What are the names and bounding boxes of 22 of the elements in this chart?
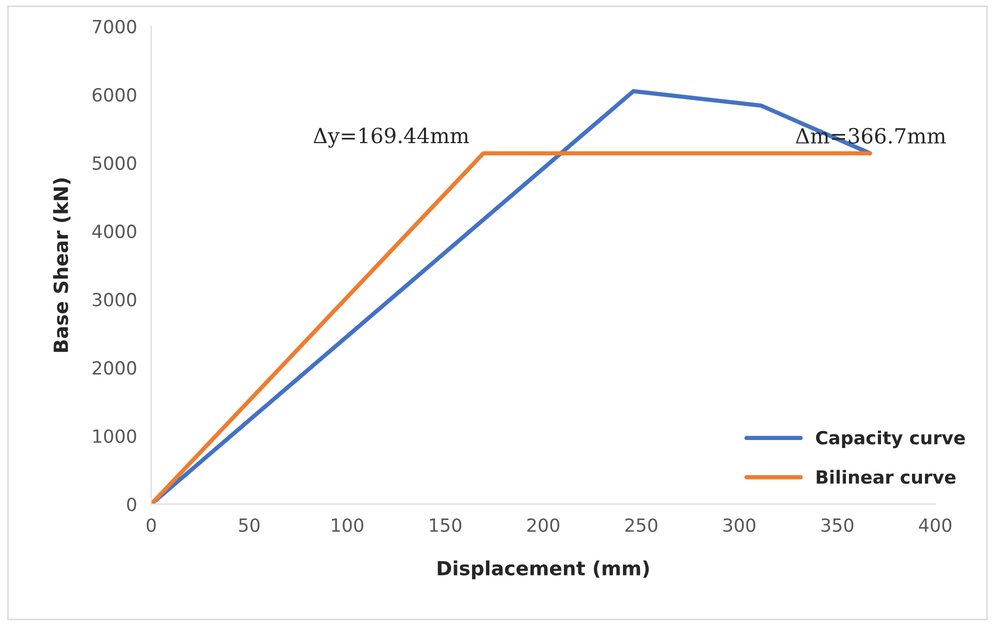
y-tick-label: 6000 bbox=[92, 88, 136, 102]
y-tick-label: 0 bbox=[127, 498, 136, 512]
y-tick-label: 7000 bbox=[92, 20, 136, 34]
legend-label: Capacity curve bbox=[816, 430, 965, 448]
x-tick-label: 50 bbox=[239, 518, 260, 532]
x-tick-label: 200 bbox=[527, 518, 560, 532]
x-tick-label: 0 bbox=[146, 518, 156, 532]
x-tick-label: 400 bbox=[918, 518, 952, 532]
x-tick-label: 100 bbox=[332, 518, 364, 532]
x-tick-label: 250 bbox=[625, 518, 658, 532]
y-axis-title: Base Shear (kN) bbox=[53, 178, 70, 352]
x-axis-title: Displacement (mm) bbox=[438, 560, 649, 580]
x-tick-label: 350 bbox=[821, 518, 854, 532]
y-tick-label: 1000 bbox=[93, 429, 136, 443]
y-tick-label: 3000 bbox=[92, 292, 136, 306]
y-tick-label: 5000 bbox=[92, 156, 136, 170]
annotation: Δy=169.44mm bbox=[314, 128, 469, 148]
y-tick-label: 4000 bbox=[92, 224, 136, 238]
legend-label: Bilinear curve bbox=[816, 470, 956, 484]
x-tick-label: 150 bbox=[430, 518, 462, 532]
y-tick-label: 2000 bbox=[92, 361, 136, 375]
x-tick-label: 300 bbox=[723, 518, 756, 532]
